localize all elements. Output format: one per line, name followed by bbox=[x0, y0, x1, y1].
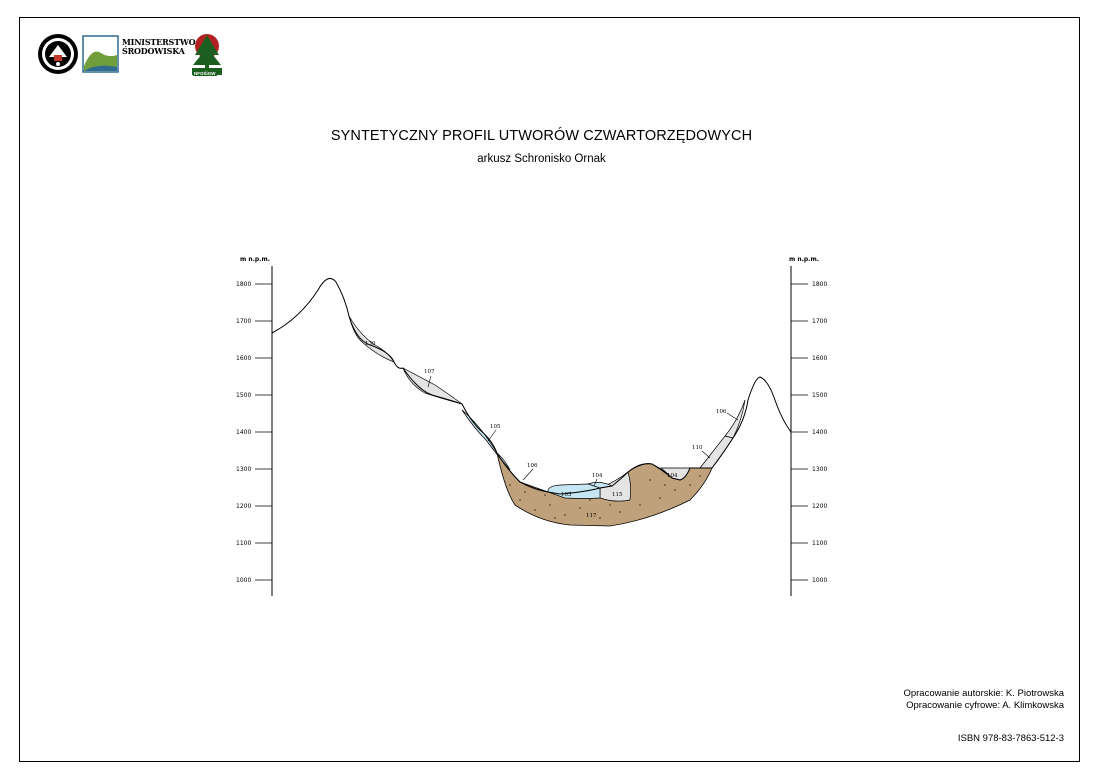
left-tick-label: 1800 bbox=[236, 281, 251, 288]
left-tick-label: 1300 bbox=[236, 466, 251, 473]
right-tick-label: 1400 bbox=[812, 429, 827, 436]
unit-label: 105 bbox=[490, 424, 501, 430]
unit-label: 104 bbox=[667, 473, 678, 479]
right-ticks: 1800 1700 1600 1500 1400 1300 1200 1100 1000 bbox=[791, 281, 827, 584]
left-ticks: 1800 1700 1600 1500 1400 1300 1200 1100 1000 bbox=[236, 281, 272, 584]
left-unit-label: m n.p.m. bbox=[240, 256, 270, 263]
unit-130-fill bbox=[348, 315, 395, 363]
page-title: SYNTETYCZNY PROFIL UTWORÓW CZWARTORZĘDOW… bbox=[330, 128, 753, 144]
right-tick-label: 1700 bbox=[812, 318, 827, 325]
right-unit-label: m n.p.m. bbox=[789, 256, 819, 263]
right-tick-label: 1100 bbox=[812, 540, 827, 547]
page-frame bbox=[19, 17, 1080, 762]
unit-label: 110 bbox=[692, 445, 703, 451]
pig-seal-icon bbox=[38, 34, 78, 74]
fund-logo-text: NFOŚiGW bbox=[193, 71, 217, 76]
unit-label: 107 bbox=[424, 369, 435, 375]
leader-lines bbox=[427, 375, 739, 487]
unit-labels: 130 107 105 106 104 105 115 117 104 110 … bbox=[365, 341, 727, 519]
ministry-logo-icon bbox=[82, 35, 119, 73]
ministry-name-line1: MINISTERSTWO bbox=[122, 37, 196, 47]
credit-author: Opracowanie autorskie: K. Piotrowska bbox=[903, 688, 1064, 699]
unit-110-fill bbox=[699, 435, 734, 469]
left-tick-label: 1000 bbox=[236, 577, 251, 584]
left-tick-label: 1100 bbox=[236, 540, 251, 547]
right-tick-label: 1600 bbox=[812, 355, 827, 362]
unit-label: 117 bbox=[586, 513, 597, 519]
right-tick-label: 1000 bbox=[812, 577, 827, 584]
logos bbox=[38, 34, 222, 75]
unit-115-fill bbox=[599, 471, 632, 502]
right-tick-label: 1300 bbox=[812, 466, 827, 473]
unit-106-right-fill bbox=[724, 399, 746, 439]
right-tick-label: 1800 bbox=[812, 281, 827, 288]
unit-label: 106 bbox=[527, 463, 538, 469]
ministry-name-line2: ŚRODOWISKA bbox=[122, 46, 185, 56]
left-tick-label: 1600 bbox=[236, 355, 251, 362]
terrain-surface-line bbox=[271, 277, 792, 495]
unit-label: 105 bbox=[561, 492, 572, 498]
unit-label: 106 bbox=[716, 409, 727, 415]
credit-digital: Opracowanie cyfrowe: A. Klimkowska bbox=[906, 700, 1064, 711]
credits: Opracowanie autorskie: K. Piotrowska Opr… bbox=[903, 688, 1064, 712]
ministry-name: MINISTERSTWO ŚRODOWISKA bbox=[122, 37, 196, 56]
right-tick-label: 1500 bbox=[812, 392, 827, 399]
unit-label: 115 bbox=[612, 492, 623, 498]
left-tick-label: 1200 bbox=[236, 503, 251, 510]
unit-label: 130 bbox=[365, 341, 376, 347]
left-tick-label: 1700 bbox=[236, 318, 251, 325]
isbn: ISBN 978-83-7863-512-3 bbox=[957, 733, 1064, 744]
page-subtitle: arkusz Schronisko Ornak bbox=[477, 153, 606, 165]
unit-label: 104 bbox=[592, 473, 603, 479]
left-tick-label: 1500 bbox=[236, 392, 251, 399]
right-tick-label: 1200 bbox=[812, 503, 827, 510]
left-tick-label: 1400 bbox=[236, 429, 251, 436]
